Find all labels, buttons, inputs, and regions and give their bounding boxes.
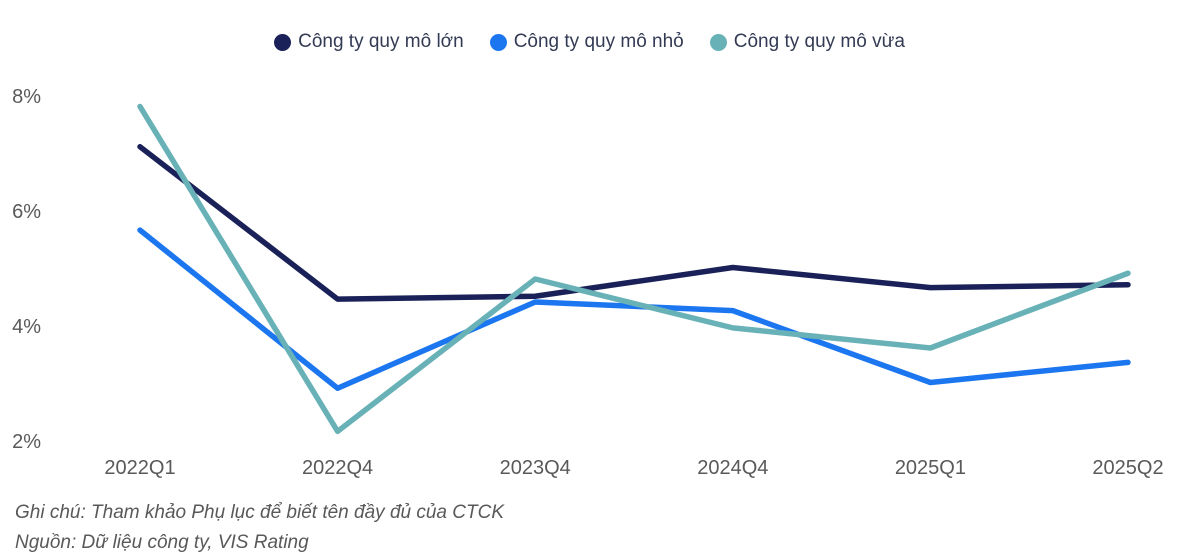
x-axis-labels: 2022Q1 2022Q4 2023Q4 2024Q4 2025Q1 2025Q2 — [104, 457, 1163, 479]
y-axis-labels: 8% 6% 4% 2% — [12, 86, 41, 453]
y-tick-label: 4% — [12, 316, 41, 338]
x-tick-label: 2025Q1 — [895, 457, 966, 479]
chart-footnotes: Ghi chú: Tham khảo Phụ lục để biết tên đ… — [15, 498, 504, 558]
x-tick-label: 2022Q4 — [302, 457, 373, 479]
series-line-2 — [137, 103, 1131, 435]
y-tick-label: 8% — [12, 86, 41, 108]
legend-item-label: Công ty quy mô vừa — [733, 31, 905, 52]
x-tick-label: 2025Q2 — [1092, 457, 1163, 479]
x-tick-label: 2024Q4 — [697, 457, 768, 479]
legend: Công ty quy mô lớn Công ty quy mô nhỏ Công… — [0, 31, 1179, 53]
legend-item-0: Công ty quy mô lớn — [274, 31, 464, 53]
series-line-1 — [137, 227, 1131, 391]
line-chart: 8%6%4%2% 2022Q1 2022Q4 2023Q4 2024Q4 2025Q1 2… — [12, 86, 1163, 479]
y-tick-label: 6% — [12, 201, 41, 223]
footnote-note: Ghi chú: Tham khảo Phụ lục để biết tên đ… — [15, 502, 504, 523]
y-tick-label: 2% — [12, 431, 41, 453]
legend-item-label: Công ty quy mô lớn — [298, 31, 464, 52]
legend-marker-icon — [274, 33, 292, 51]
x-tick-label: 2022Q1 — [104, 457, 175, 479]
footnote-source: Nguồn: Dữ liệu công ty, VIS Rating — [15, 532, 309, 553]
legend-marker-icon — [489, 33, 507, 51]
series-line-0 — [137, 144, 1131, 302]
series-lines — [137, 103, 1131, 435]
legend-item-1: Công ty quy mô nhỏ — [489, 31, 684, 53]
x-tick-label: 2023Q4 — [500, 457, 571, 479]
legend-marker-icon — [709, 33, 727, 51]
legend-item-label: Công ty quy mô nhỏ — [513, 31, 684, 52]
legend-item-2: Công ty quy mô vừa — [709, 31, 905, 53]
